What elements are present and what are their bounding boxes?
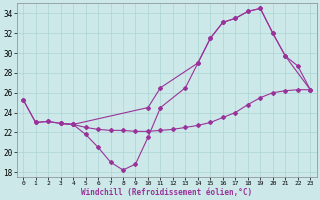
X-axis label: Windchill (Refroidissement éolien,°C): Windchill (Refroidissement éolien,°C) [81, 188, 252, 197]
